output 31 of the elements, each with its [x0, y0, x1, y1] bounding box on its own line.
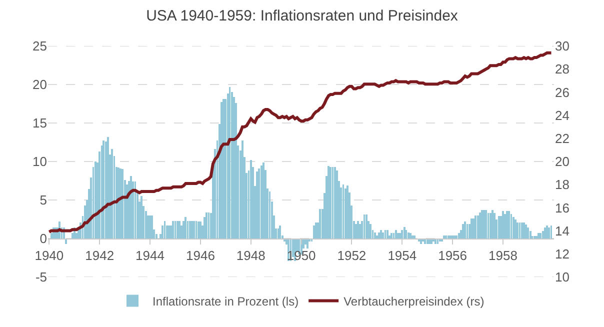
x-tick-label: 1956: [438, 248, 467, 264]
x-tick-label: 1944: [136, 248, 164, 264]
x-tick-label: 1958: [488, 248, 518, 264]
y2-tick-label: 24: [555, 108, 570, 123]
y2-tick-label: 18: [555, 177, 570, 192]
y2-tick-label: 26: [555, 84, 570, 100]
y2-tick-label: 28: [555, 62, 570, 77]
y-tick-label: 0: [40, 231, 47, 246]
x-tick-label: 1940: [34, 248, 64, 264]
y-tick-label: -5: [35, 270, 47, 285]
y-tick-label: 10: [32, 154, 47, 170]
line-series: [48, 51, 553, 234]
y2-tick-label: 16: [555, 200, 570, 216]
x-tick-label: 1946: [186, 248, 215, 264]
x-tick-label: 1954: [388, 248, 417, 264]
y2-tick-label: 14: [555, 223, 570, 238]
y-tick-label: 25: [32, 38, 47, 54]
x-tick-label: 1952: [337, 248, 366, 264]
y-tick-label: 5: [40, 192, 47, 208]
y2-tick-label: 22: [555, 130, 570, 146]
y2-tick-label: 30: [555, 38, 570, 54]
y2-tick-label: 12: [555, 246, 570, 262]
y2-tick-label: 10: [555, 270, 570, 285]
legend-label: Inflationsrate in Prozent (ls): [152, 294, 299, 308]
x-tick-label: 1942: [85, 248, 114, 264]
x-tick-label: 1948: [236, 248, 266, 264]
y2-tick-label: 20: [555, 154, 570, 170]
y-tick-label: 20: [32, 77, 47, 92]
legend-label: Verbtaucherpreisindex (rs): [344, 294, 484, 308]
y-tick-label: 15: [32, 116, 47, 131]
chart-title: USA 1940-1959: Inflationsraten und Preisindex: [146, 7, 458, 24]
